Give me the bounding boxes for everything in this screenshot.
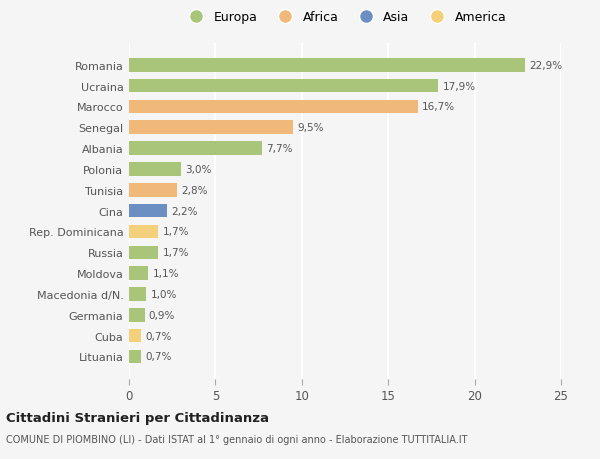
Text: 1,0%: 1,0% <box>151 289 177 299</box>
Bar <box>129 163 181 176</box>
Text: 1,1%: 1,1% <box>152 269 179 279</box>
Legend: Europa, Africa, Asia, America: Europa, Africa, Asia, America <box>184 11 506 24</box>
Text: 0,7%: 0,7% <box>145 331 172 341</box>
Text: Cittadini Stranieri per Cittadinanza: Cittadini Stranieri per Cittadinanza <box>6 411 269 424</box>
Bar <box>129 350 141 364</box>
Bar <box>129 59 525 73</box>
Text: 3,0%: 3,0% <box>185 165 212 174</box>
Bar <box>129 142 262 156</box>
Bar <box>129 101 418 114</box>
Bar <box>129 204 167 218</box>
Text: 7,7%: 7,7% <box>266 144 293 154</box>
Bar <box>129 246 158 259</box>
Bar <box>129 225 158 239</box>
Text: 2,8%: 2,8% <box>182 185 208 196</box>
Text: 16,7%: 16,7% <box>422 102 455 112</box>
Bar <box>129 79 439 93</box>
Bar <box>129 267 148 280</box>
Text: 0,9%: 0,9% <box>149 310 175 320</box>
Text: COMUNE DI PIOMBINO (LI) - Dati ISTAT al 1° gennaio di ogni anno - Elaborazione T: COMUNE DI PIOMBINO (LI) - Dati ISTAT al … <box>6 434 467 444</box>
Bar <box>129 287 146 301</box>
Bar <box>129 121 293 135</box>
Bar <box>129 184 178 197</box>
Text: 17,9%: 17,9% <box>443 81 476 91</box>
Text: 1,7%: 1,7% <box>163 248 189 257</box>
Text: 1,7%: 1,7% <box>163 227 189 237</box>
Text: 2,2%: 2,2% <box>172 206 198 216</box>
Bar <box>129 329 141 343</box>
Text: 0,7%: 0,7% <box>145 352 172 362</box>
Text: 22,9%: 22,9% <box>529 61 562 71</box>
Text: 9,5%: 9,5% <box>298 123 324 133</box>
Bar <box>129 308 145 322</box>
